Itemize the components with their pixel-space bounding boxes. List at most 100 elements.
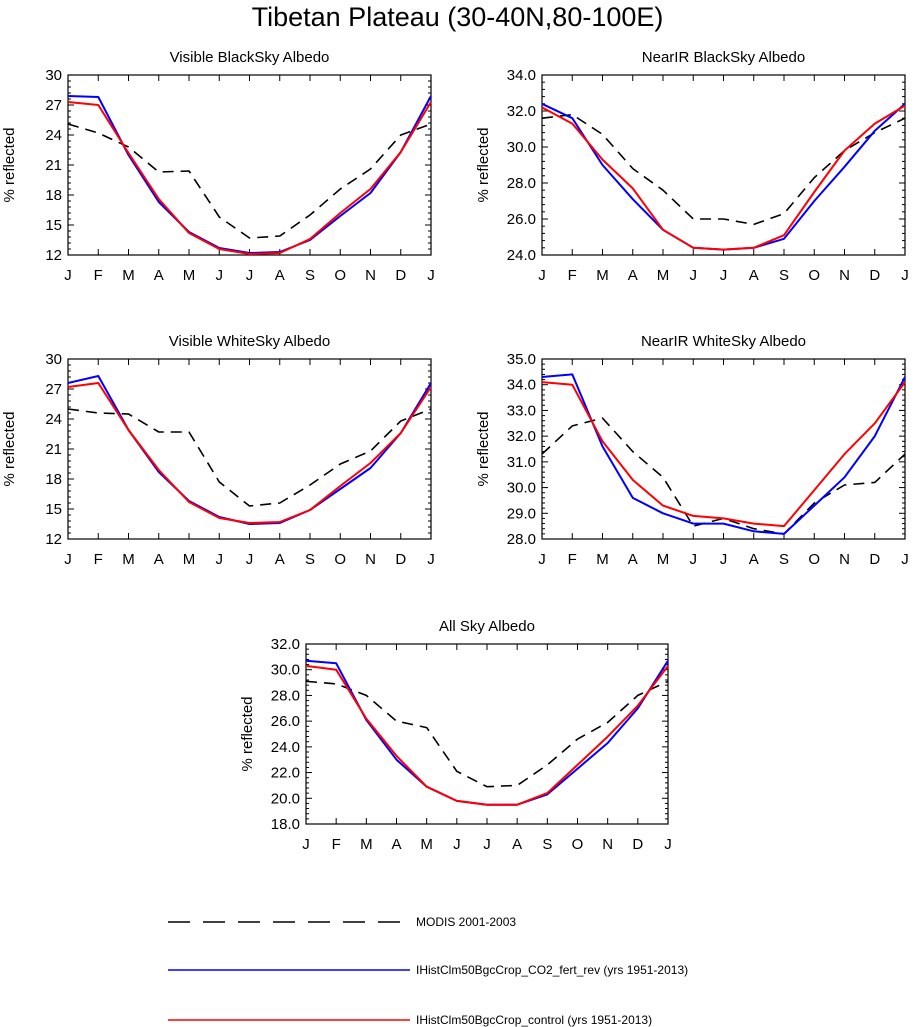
x-tick-label: N [365, 267, 376, 284]
x-tick-label: J [216, 267, 224, 284]
y-tick-label: 30.0 [507, 480, 536, 497]
x-tick-label: N [365, 551, 376, 568]
y-tick-label: 34.0 [507, 377, 536, 394]
y-tick-label: 32.0 [507, 103, 536, 120]
chart-title: Visible WhiteSky Albedo [169, 333, 330, 350]
x-tick-label: N [602, 836, 613, 853]
series-line-modis [305, 680, 669, 788]
x-tick-label: A [154, 267, 164, 284]
y-tick-label: 30 [45, 67, 62, 84]
y-axis-label: % reflected [475, 411, 492, 486]
x-tick-label: M [657, 551, 670, 568]
x-tick-label: A [512, 836, 522, 853]
chart-panel: NearIR WhiteSky Albedo % reflected 28.0 29.… [475, 333, 909, 568]
x-tick-label: A [154, 551, 164, 568]
y-axis-label: % reflected [475, 127, 492, 202]
x-tick-label: M [596, 551, 609, 568]
x-tick-label: O [572, 836, 584, 853]
x-tick-label: M [183, 551, 196, 568]
x-tick-label: J [690, 551, 698, 568]
series-line-control [541, 381, 906, 528]
y-tick-label: 32.0 [271, 636, 300, 653]
y-tick-label: 24 [45, 127, 62, 144]
x-tick-label: A [749, 267, 759, 284]
y-tick-label: 28.0 [271, 687, 300, 704]
x-tick-label: J [216, 551, 224, 568]
x-tick-label: J [664, 836, 672, 853]
y-tick-label: 20.0 [271, 790, 300, 807]
x-tick-label: O [334, 267, 346, 284]
x-tick-label: M [122, 267, 135, 284]
x-tick-label: A [275, 551, 285, 568]
x-tick-label: F [94, 551, 103, 568]
y-tick-label: 12 [45, 247, 62, 264]
y-tick-label: 30 [45, 351, 62, 368]
y-axis-label: % reflected [1, 411, 18, 486]
chart-title: Visible BlackSky Albedo [170, 49, 330, 66]
x-tick-label: J [246, 267, 254, 284]
x-tick-label: D [395, 551, 406, 568]
chart-panel: All Sky Albedo % reflected 18.0 20.0 22.0 24.… [239, 618, 672, 853]
x-tick-label: M [360, 836, 373, 853]
x-tick-label: J [901, 551, 909, 568]
y-axis-label: % reflected [239, 696, 256, 771]
y-tick-label: 18 [45, 187, 62, 204]
chart-title: All Sky Albedo [439, 618, 535, 635]
x-tick-label: J [64, 551, 72, 568]
x-tick-label: D [632, 836, 643, 853]
chart-title: NearIR BlackSky Albedo [642, 49, 805, 66]
x-tick-label: F [94, 267, 103, 284]
y-tick-label: 27 [45, 381, 62, 398]
y-tick-label: 32.0 [507, 428, 536, 445]
x-tick-label: D [869, 551, 880, 568]
y-tick-label: 33.0 [507, 402, 536, 419]
series-line-co2 [305, 659, 669, 806]
x-tick-label: S [305, 551, 315, 568]
y-tick-label: 31.0 [507, 454, 536, 471]
series-line-co2 [541, 102, 906, 251]
x-tick-label: F [568, 551, 577, 568]
y-tick-label: 21 [45, 157, 62, 174]
x-tick-label: J [427, 551, 435, 568]
x-tick-label: J [720, 551, 728, 568]
x-tick-label: J [690, 267, 698, 284]
y-tick-label: 12 [45, 531, 62, 548]
y-tick-label: 24 [45, 411, 62, 428]
series-line-modis [67, 408, 432, 507]
series-line-control [305, 664, 669, 806]
x-tick-label: F [568, 267, 577, 284]
x-tick-label: J [538, 267, 546, 284]
x-tick-label: A [628, 551, 638, 568]
chart-title: NearIR WhiteSky Albedo [641, 333, 806, 350]
x-tick-label: J [453, 836, 461, 853]
x-tick-label: O [808, 267, 820, 284]
y-tick-label: 24.0 [507, 247, 536, 264]
x-tick-label: N [839, 551, 850, 568]
x-tick-label: M [657, 267, 670, 284]
series-line-modis [67, 123, 432, 239]
x-tick-label: M [420, 836, 433, 853]
x-tick-label: N [839, 267, 850, 284]
y-tick-label: 28.0 [507, 175, 536, 192]
x-tick-label: J [483, 836, 491, 853]
x-tick-label: J [302, 836, 310, 853]
series-line-modis [541, 113, 906, 226]
y-tick-label: 18 [45, 471, 62, 488]
x-tick-label: D [395, 267, 406, 284]
x-tick-label: A [275, 267, 285, 284]
x-tick-label: J [720, 267, 728, 284]
x-tick-label: D [869, 267, 880, 284]
y-tick-label: 15 [45, 217, 62, 234]
series-line-modis [541, 417, 906, 535]
chart-panel: NearIR BlackSky Albedo % reflected 24.0 26.… [475, 49, 909, 284]
x-tick-label: M [122, 551, 135, 568]
x-tick-label: F [332, 836, 341, 853]
x-tick-label: J [538, 551, 546, 568]
x-tick-label: S [542, 836, 552, 853]
chart-panel: Visible BlackSky Albedo % reflected 12 15 18… [1, 49, 435, 284]
y-tick-label: 27 [45, 97, 62, 114]
y-tick-label: 34.0 [507, 67, 536, 84]
x-tick-label: J [901, 267, 909, 284]
x-tick-label: O [334, 551, 346, 568]
series-line-control [67, 101, 432, 255]
